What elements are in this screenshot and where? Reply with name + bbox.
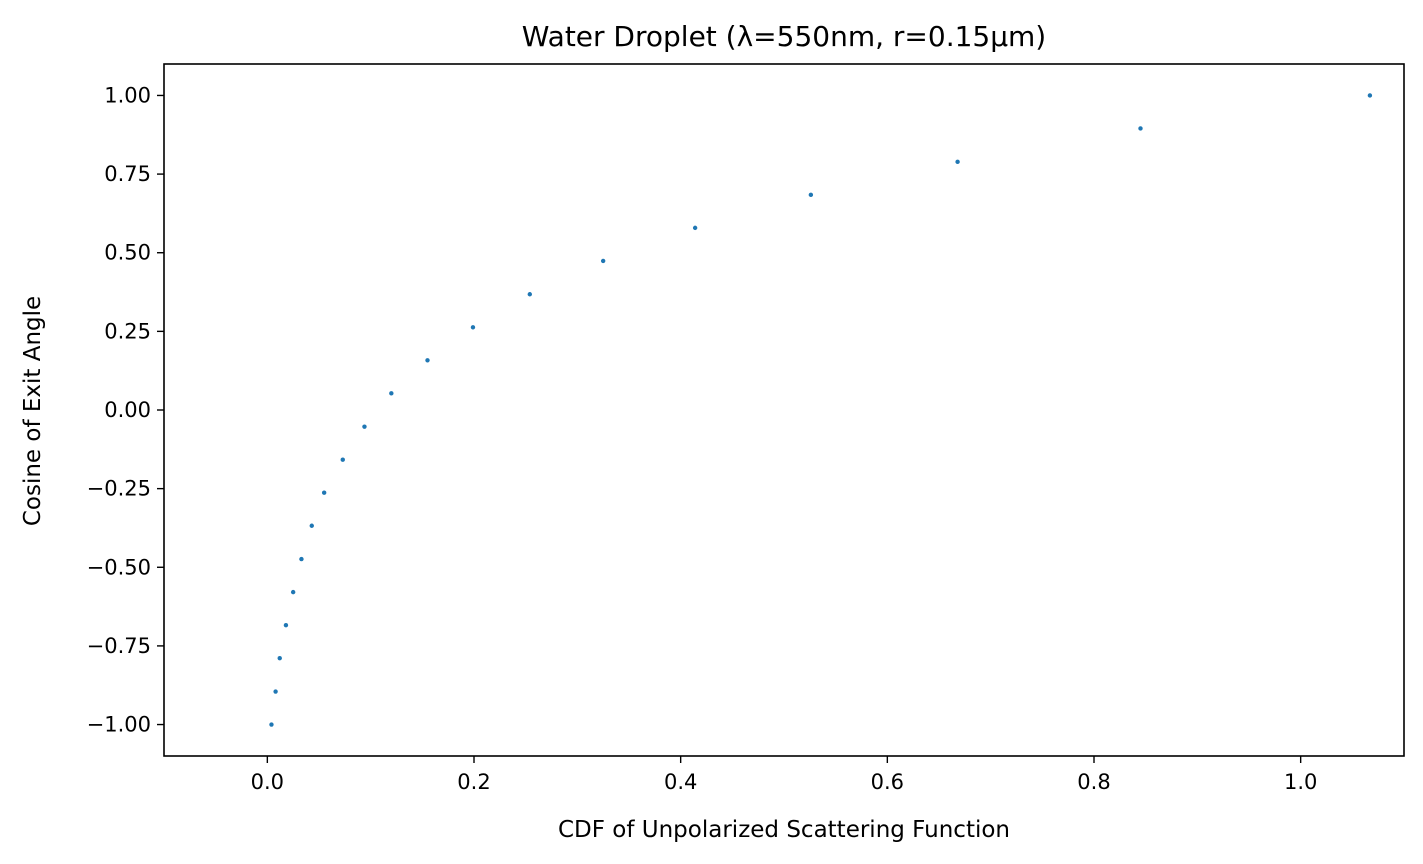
data-point bbox=[290, 589, 296, 595]
data-point bbox=[283, 622, 289, 628]
x-axis-ticks: 0.0 0.2 0.4 0.6 0.8 1.0 bbox=[251, 756, 1317, 794]
data-point bbox=[269, 722, 274, 727]
data-point bbox=[340, 457, 345, 462]
data-point bbox=[527, 292, 532, 297]
data-point bbox=[470, 325, 476, 330]
y-tick-label: −0.75 bbox=[87, 634, 151, 658]
data-point bbox=[808, 192, 814, 198]
data-point bbox=[1138, 126, 1143, 131]
data-point bbox=[955, 159, 960, 165]
data-point bbox=[299, 556, 304, 562]
x-tick-label: 1.0 bbox=[1284, 770, 1317, 794]
y-tick-label: 1.00 bbox=[104, 83, 151, 107]
data-point bbox=[600, 258, 606, 264]
data-point bbox=[425, 358, 430, 363]
data-point bbox=[1367, 93, 1373, 98]
data-point bbox=[692, 225, 698, 231]
y-tick-label: −1.00 bbox=[87, 713, 151, 737]
x-tick-label: 0.6 bbox=[871, 770, 904, 794]
y-tick-label: 0.75 bbox=[104, 162, 151, 186]
y-tick-label: −0.25 bbox=[87, 477, 151, 501]
x-tick-label: 0.8 bbox=[1077, 770, 1110, 794]
chart-title: Water Droplet (λ=550nm, r=0.15μm) bbox=[522, 20, 1046, 53]
y-tick-label: 0.50 bbox=[104, 241, 151, 265]
x-axis-label: CDF of Unpolarized Scattering Function bbox=[558, 817, 1010, 843]
y-tick-label: −0.50 bbox=[87, 555, 151, 579]
y-tick-label: 0.25 bbox=[104, 319, 151, 343]
data-point bbox=[309, 523, 314, 528]
y-axis-ticks: −1.00 −0.75 −0.50 −0.25 0.00 0.25 0.50 0.75 1.00 bbox=[87, 83, 164, 737]
data-point bbox=[273, 689, 278, 694]
plot-frame bbox=[163, 63, 1405, 757]
y-tick-label: 0.00 bbox=[104, 398, 151, 422]
data-points bbox=[269, 93, 1373, 727]
data-point bbox=[362, 424, 367, 429]
data-point bbox=[277, 655, 282, 661]
data-point bbox=[321, 490, 327, 495]
data-point bbox=[389, 391, 394, 396]
y-axis-label: Cosine of Exit Angle bbox=[20, 296, 46, 526]
x-tick-label: 0.2 bbox=[457, 770, 490, 794]
x-tick-label: 0.4 bbox=[664, 770, 697, 794]
x-tick-label: 0.0 bbox=[251, 770, 284, 794]
